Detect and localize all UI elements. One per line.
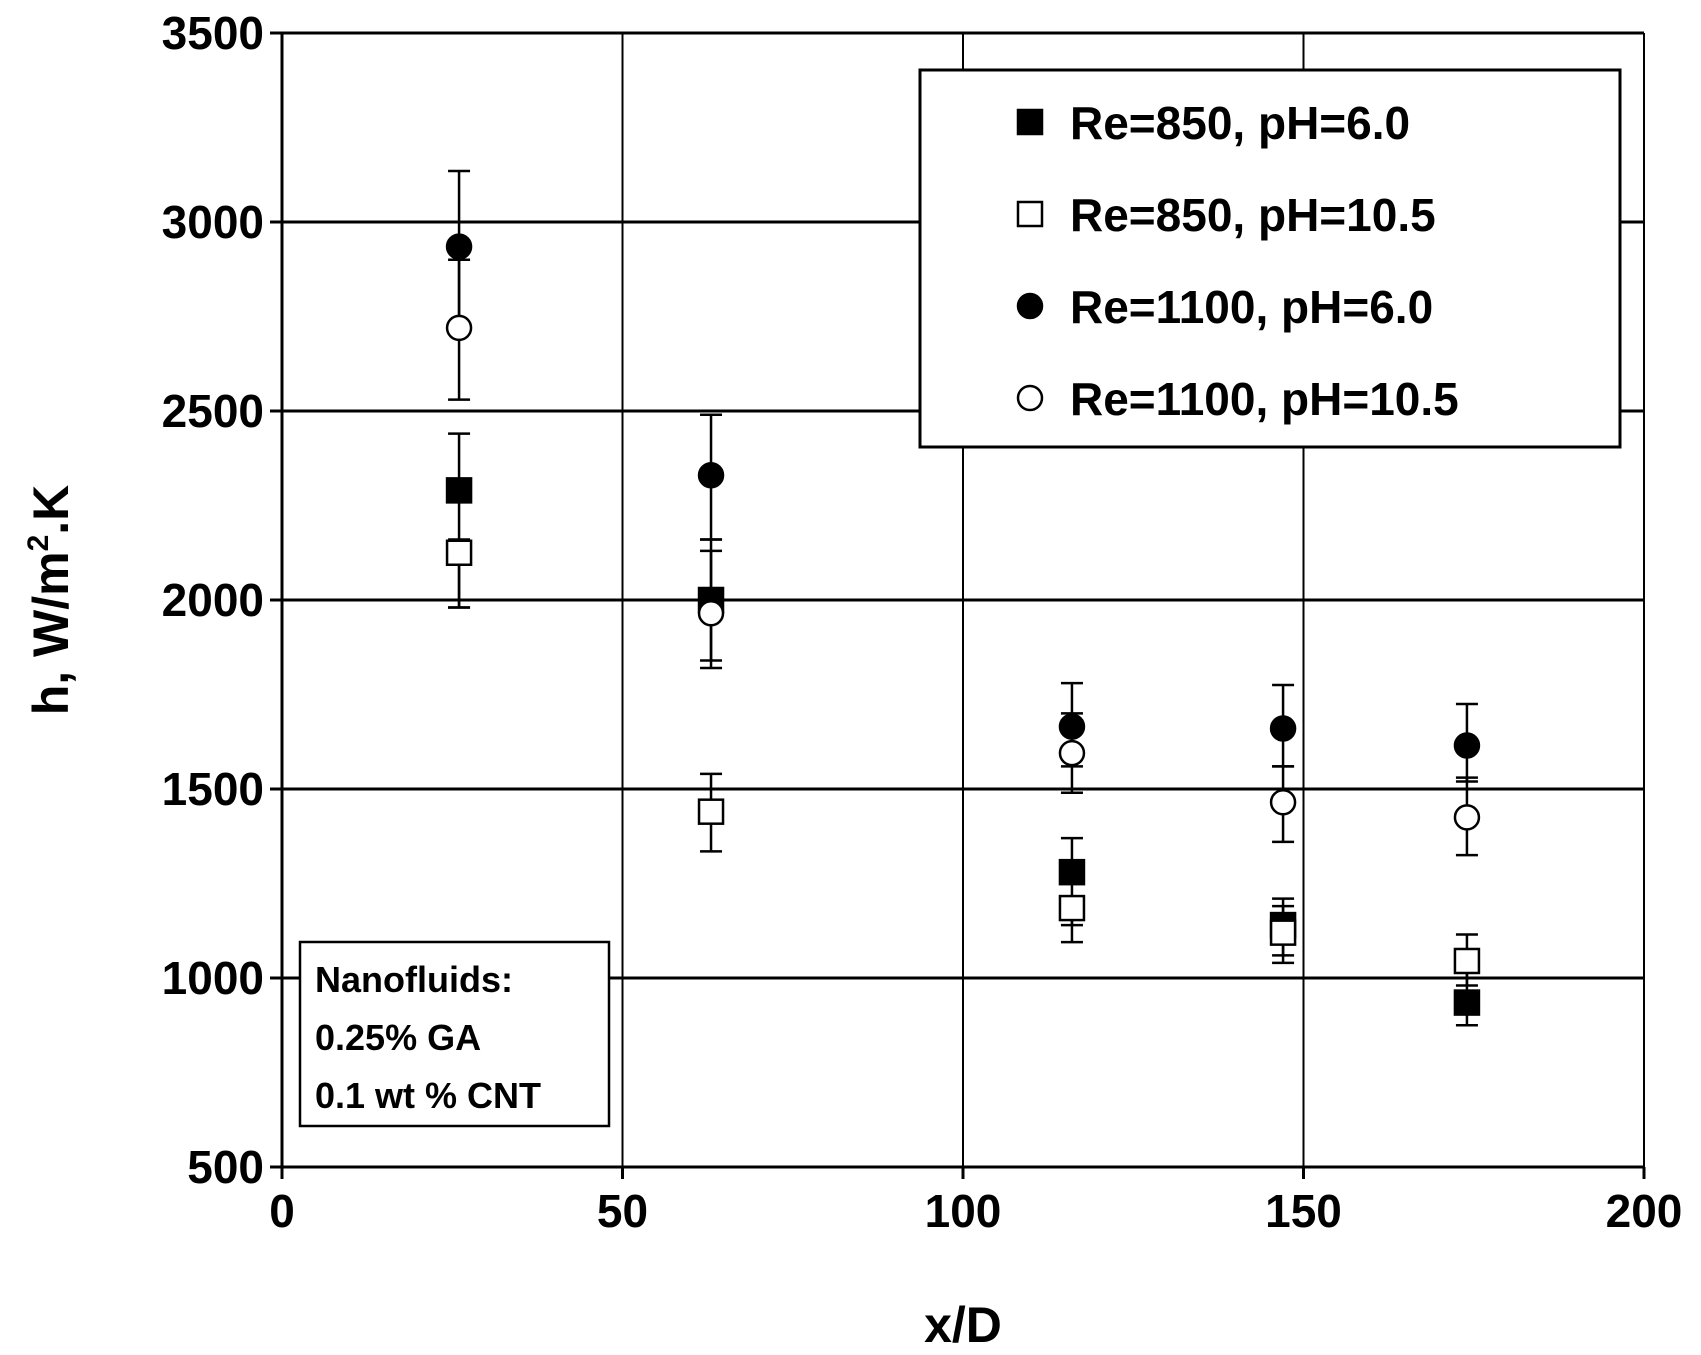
data-point xyxy=(1058,894,1086,922)
data-point xyxy=(1058,858,1086,886)
legend-label: Re=1100, pH=6.0 xyxy=(1070,281,1433,333)
x-tick-label: 200 xyxy=(1606,1185,1683,1237)
annotation-frame xyxy=(298,940,611,1128)
data-point xyxy=(1058,739,1086,767)
data-point xyxy=(445,233,473,260)
annotation-line: 0.25% GA xyxy=(315,1017,481,1058)
data-point xyxy=(445,477,473,504)
data-point xyxy=(697,798,725,825)
x-tick-label: 50 xyxy=(597,1185,648,1237)
y-tick-label: 1500 xyxy=(162,763,264,815)
data-point xyxy=(1269,788,1297,816)
annotation-box: Nanofluids: 0.25% GA 0.1 wt % CNT xyxy=(298,940,611,1128)
y-axis-title: h, W/m2.K xyxy=(22,485,79,716)
data-point xyxy=(445,314,473,342)
legend-marker xyxy=(1016,200,1044,228)
data-point xyxy=(697,462,725,489)
data-point xyxy=(1453,989,1481,1016)
legend-label: Re=1100, pH=10.5 xyxy=(1070,373,1459,425)
data-point xyxy=(445,539,473,566)
y-tick-label: 3000 xyxy=(162,196,264,248)
y-tick-label: 500 xyxy=(187,1141,264,1193)
x-tick-label: 150 xyxy=(1265,1185,1342,1237)
legend-label: Re=850, pH=6.0 xyxy=(1070,97,1410,149)
legend-label: Re=850, pH=10.5 xyxy=(1070,189,1436,241)
x-axis-title: x/D xyxy=(924,1297,1002,1353)
x-tick-label: 0 xyxy=(269,1185,295,1237)
legend-marker xyxy=(1016,384,1044,412)
data-point xyxy=(1058,713,1086,740)
y-tick-label: 2500 xyxy=(162,385,264,437)
x-tick-labels: 0 50 100 150 200 xyxy=(269,1185,1682,1237)
data-point xyxy=(1269,919,1297,946)
data-point xyxy=(1453,804,1481,831)
legend: Re=850, pH=6.0 Re=850, pH=10.5 Re=1100, pH… xyxy=(918,68,1622,449)
data-point xyxy=(1269,715,1297,742)
y-tick-label: 1000 xyxy=(162,952,264,1004)
data-point xyxy=(1453,947,1481,975)
x-tick-label: 100 xyxy=(925,1185,1002,1237)
legend-marker xyxy=(1016,292,1044,320)
data-points xyxy=(445,233,1481,1016)
annotation-line: Nanofluids: xyxy=(315,959,513,1000)
data-point xyxy=(1453,732,1481,759)
data-point xyxy=(697,599,725,627)
y-tick-label: 3500 xyxy=(162,7,264,59)
annotation-line: 0.1 wt % CNT xyxy=(315,1075,541,1116)
y-tick-labels: 500 1000 1500 2000 2500 3000 3500 xyxy=(162,7,264,1193)
legend-marker xyxy=(1016,108,1044,136)
y-tick-label: 2000 xyxy=(162,574,264,626)
